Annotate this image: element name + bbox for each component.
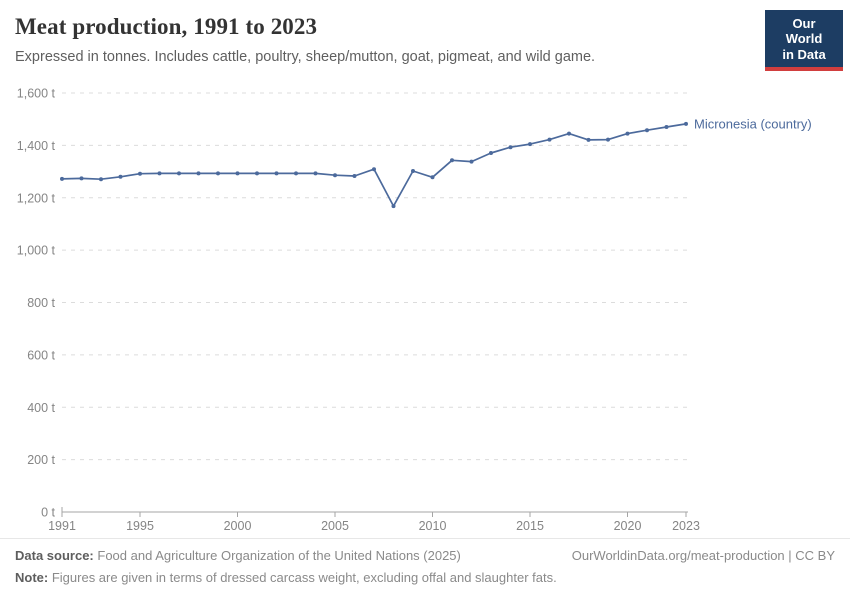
series-label: Micronesia (country) [694, 116, 812, 131]
note-label: Note: [15, 570, 49, 585]
data-point [294, 171, 298, 176]
data-point [216, 171, 220, 176]
x-tick-label: 2023 [672, 519, 700, 533]
data-point [547, 137, 552, 142]
note-value: Figures are given in terms of dressed ca… [51, 570, 557, 585]
x-tick-label: 2015 [516, 519, 544, 533]
attribution-link[interactable]: OurWorldinData.org/meat-production | CC … [571, 548, 835, 563]
y-tick-label: 600 t [27, 348, 55, 362]
x-tick-label: 2005 [321, 519, 349, 533]
data-point [645, 128, 649, 133]
data-point [586, 137, 591, 142]
data-point [313, 171, 318, 176]
chart-header: Meat production, 1991 to 2023 Expressed … [15, 14, 750, 65]
y-tick-label: 200 t [27, 453, 55, 467]
line-chart-canvas: 0 t 200 t 400 t 600 t 800 t 1,000 t 1,200 t 1,4… [17, 87, 812, 534]
data-point [489, 151, 493, 155]
x-tick-label: 2020 [614, 519, 642, 533]
data-point [567, 131, 571, 136]
owid-logo[interactable]: Our World in Data [765, 10, 843, 71]
data-point [430, 175, 435, 180]
y-tick-label: 1,200 t [17, 191, 56, 205]
data-point [118, 174, 123, 179]
data-point [411, 169, 415, 173]
data-point [352, 174, 357, 178]
data-source-text: Data source: Food and Agriculture Organi… [15, 548, 461, 563]
x-tick-label: 2010 [419, 519, 447, 533]
data-point [60, 176, 64, 181]
data-point [157, 171, 162, 176]
data-point [99, 177, 103, 182]
data-point [138, 171, 142, 176]
owid-logo-line2: in Data [782, 46, 826, 62]
chart-footer: Data source: Food and Agriculture Organi… [0, 538, 850, 585]
x-tick-label: 2000 [224, 519, 252, 533]
data-source-label: Data source: [15, 548, 94, 563]
footer-source-row: Data source: Food and Agriculture Organi… [15, 548, 835, 563]
data-point [664, 125, 669, 129]
data-point [508, 145, 513, 150]
y-tick-label: 800 t [27, 296, 55, 310]
data-point [391, 204, 396, 209]
data-point [235, 171, 240, 176]
y-tick-label: 0 t [41, 506, 55, 520]
data-point [196, 171, 201, 176]
data-point [625, 131, 630, 136]
data-point [684, 121, 688, 126]
y-tick-label: 400 t [27, 401, 55, 415]
chart-title: Meat production, 1991 to 2023 [15, 14, 318, 39]
y-tick-label: 1,600 t [17, 87, 56, 101]
data-point [450, 158, 454, 163]
data-point [606, 137, 610, 142]
data-point [255, 171, 259, 176]
y-tick-label: 1,000 t [17, 244, 56, 258]
data-point [372, 167, 376, 172]
data-point [274, 171, 279, 176]
x-tick-label: 1995 [126, 519, 154, 533]
chart-subtitle: Expressed in tonnes. Includes cattle, po… [15, 49, 596, 65]
data-point [469, 159, 474, 164]
data-point [177, 171, 181, 176]
y-tick-label: 1,400 t [17, 139, 56, 153]
data-source-value: Food and Agriculture Organization of the… [97, 548, 461, 563]
data-point [79, 176, 84, 181]
footer-note-row: Note: Figures are given in terms of dres… [15, 570, 835, 585]
data-point [528, 142, 532, 147]
x-tick-label: 1991 [48, 519, 76, 533]
owid-logo-line1: Our World [785, 16, 823, 47]
data-point [333, 173, 337, 178]
series-line [61, 123, 687, 207]
